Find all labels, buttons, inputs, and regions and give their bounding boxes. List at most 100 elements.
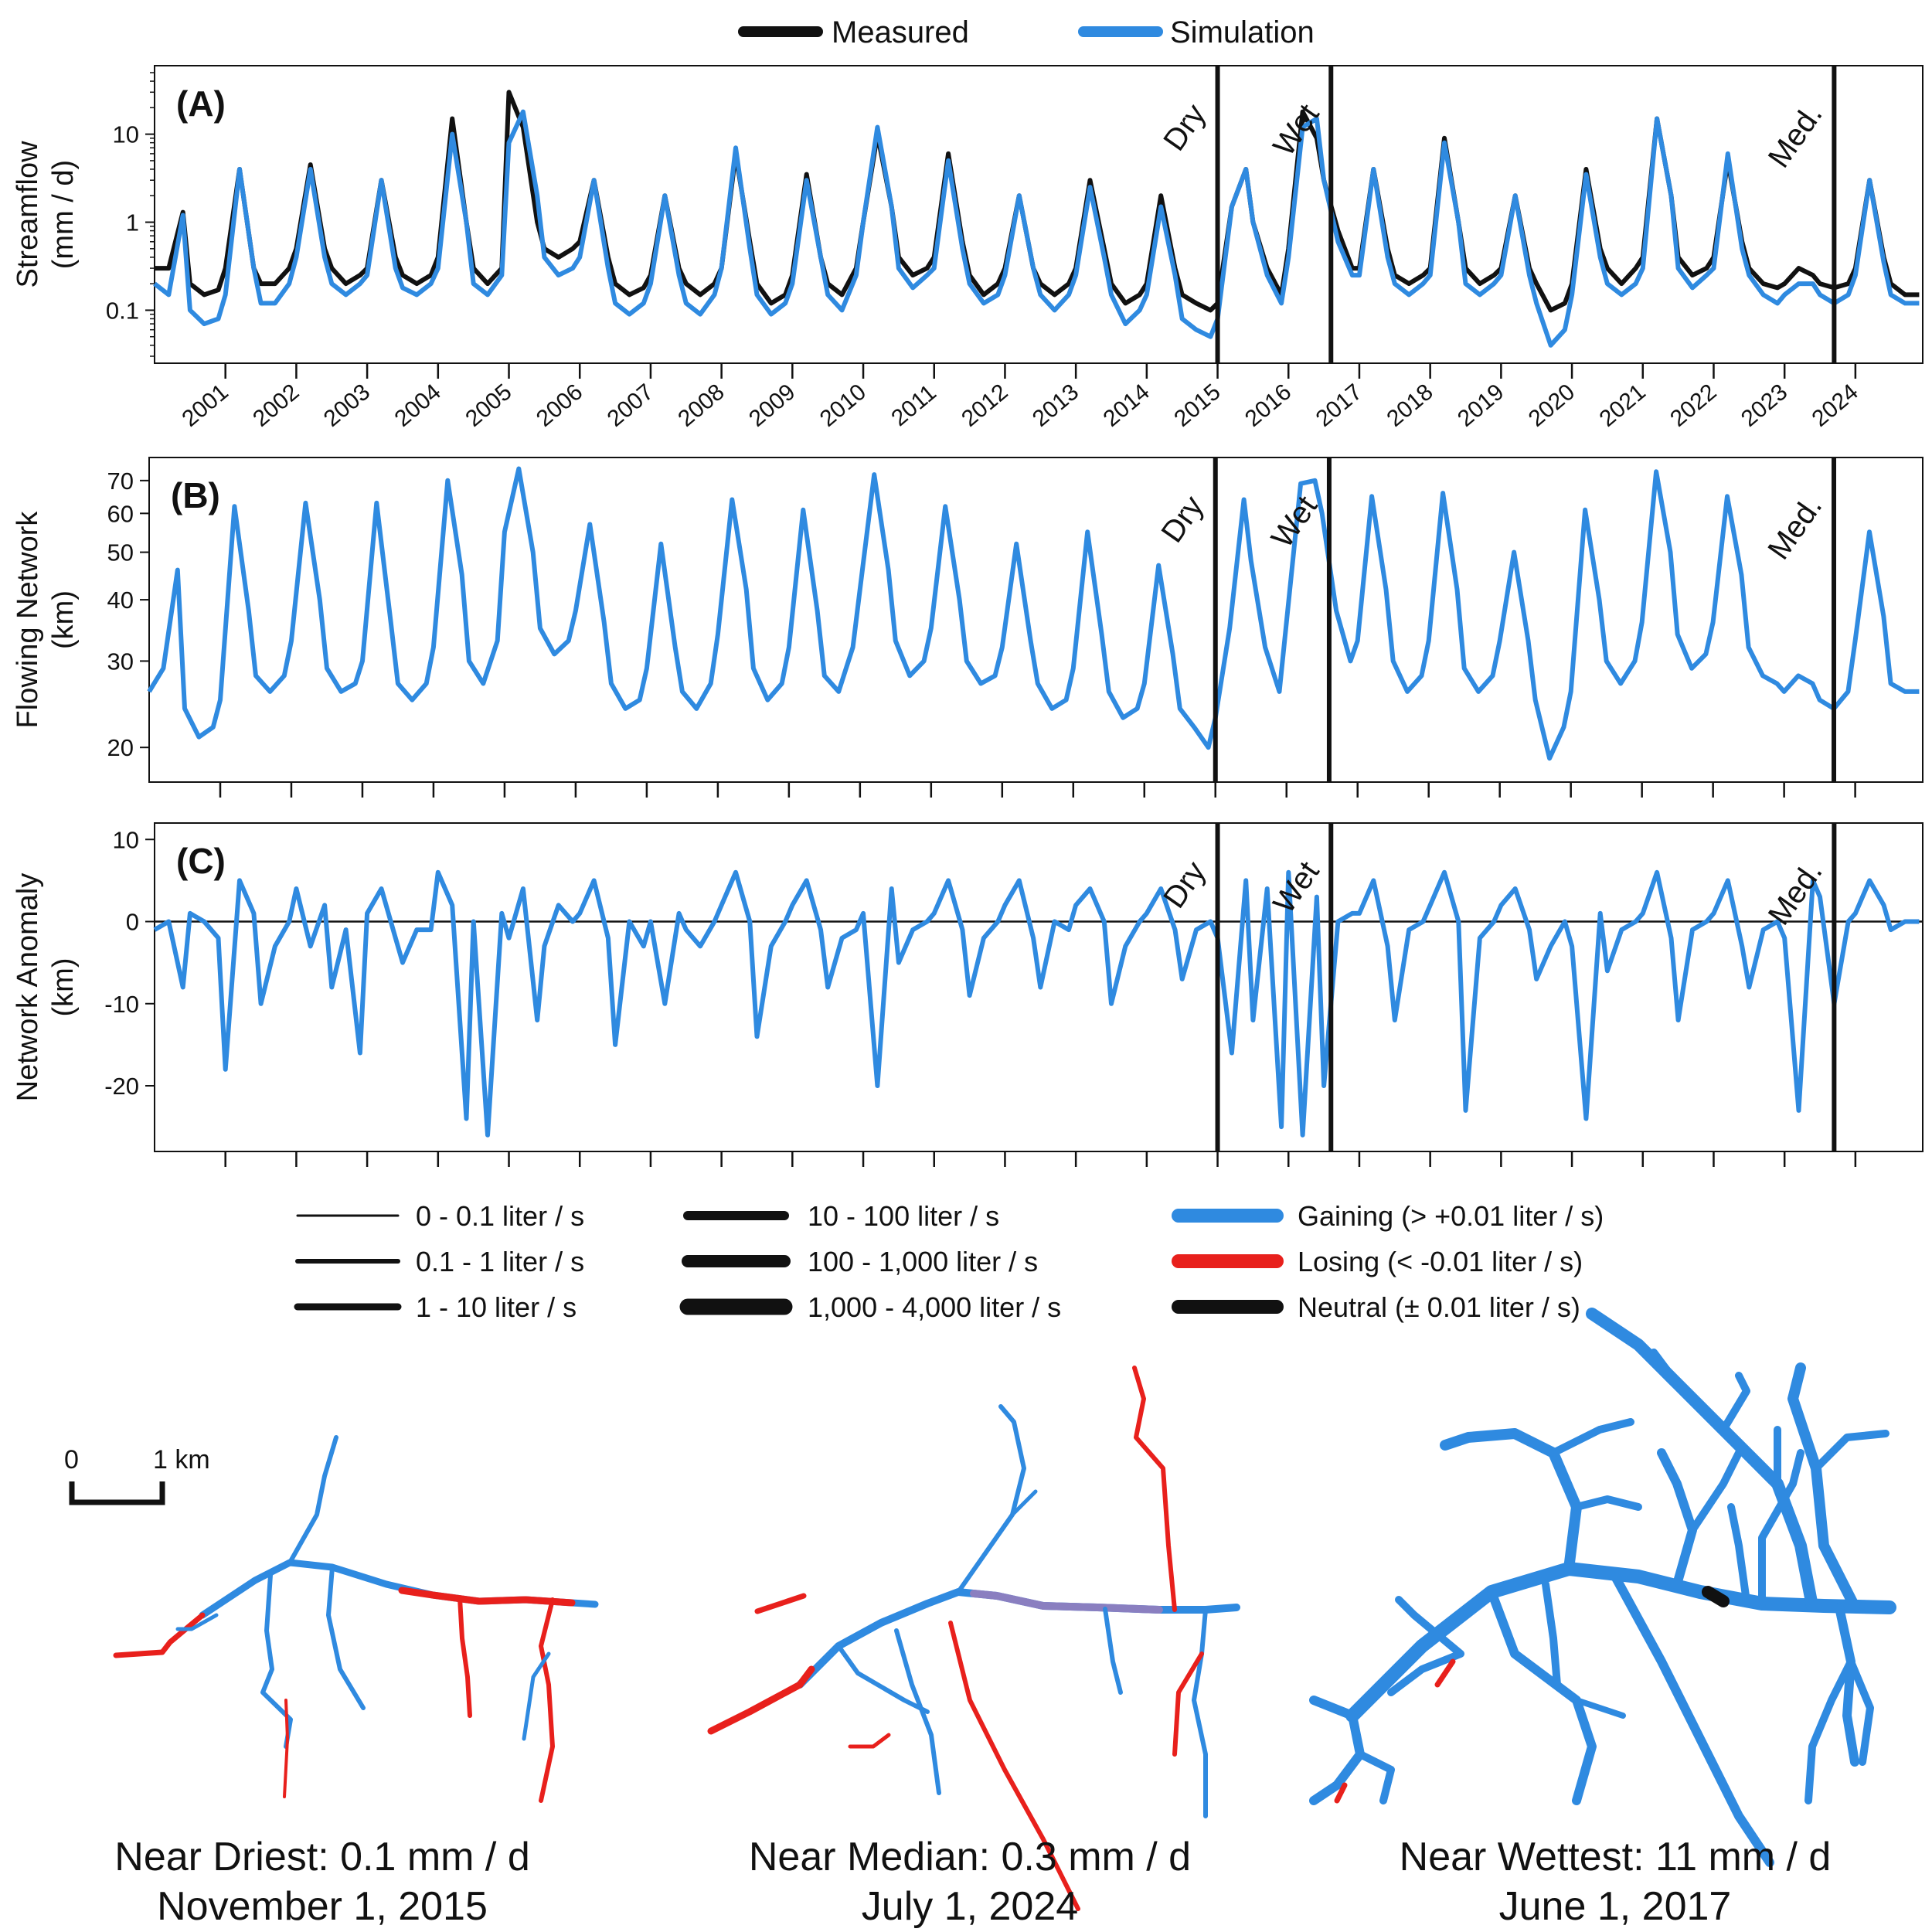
scale-bar-zero: 0 [64,1445,79,1475]
simulation-legend-label: Simulation [1170,15,1315,49]
x-tick-label: 2007 [603,379,658,432]
network-legend: 0 - 0.1 liter / s 0.1 - 1 liter / s 1 - … [294,1200,1604,1323]
x-tick-label: 2019 [1453,379,1509,432]
tributary [1835,1603,1859,1767]
tributary [1549,1418,1634,1457]
y-tick-label: 0.1 [106,297,139,324]
x-tick-label: 2018 [1382,379,1437,432]
panel-label: (A) [176,83,226,124]
map-wettest [1309,1308,1896,1867]
plot-frame [154,822,1923,1152]
panel-label: (C) [176,841,226,881]
magnitude-label-2: 0.1 - 1 liter / s [416,1246,584,1277]
magnitude-label-5: 100 - 1,000 liter / s [808,1246,1038,1277]
x-tick-label: 2005 [461,379,516,432]
series-line-simulation [147,466,1920,761]
tributary [1309,1696,1365,1805]
series-line-simulation [153,869,1920,1138]
tributary [1727,1503,1750,1605]
tributary [1634,1572,1705,1597]
y-axis-title: Streamflow [12,141,44,288]
tributary [836,1644,930,1714]
tributary [1132,1366,1177,1612]
tributary [754,1593,807,1614]
tributary [1103,1607,1123,1695]
map-median-date: July 1, 2024 [862,1884,1078,1929]
tributary [894,1628,941,1795]
x-tick-label: 2006 [532,379,587,432]
tributary [287,1435,338,1565]
map-driest-title: Near Driest: 0.1 mm / d [114,1835,529,1879]
panel-label: (B) [171,475,220,515]
series-line-simulation [153,109,1920,348]
gaining-label: Gaining (> +0.01 liter / s) [1298,1200,1604,1232]
x-tick-label: 2020 [1524,379,1580,432]
top-legend: Measured Simulation [738,15,1315,49]
tributary [457,1596,472,1718]
tributary [948,1621,1080,1911]
x-tick-label: 2013 [1028,379,1083,432]
x-tick-label: 2001 [177,379,233,432]
main-stem-mixed-reach [970,1590,1163,1614]
tributary [1542,1580,1561,1689]
tributary [1356,1750,1395,1804]
x-tick-label: 2021 [1594,379,1650,432]
x-tick-label: 2017 [1311,379,1367,432]
y-axis-unit: (km) [47,590,80,649]
tributary [1192,1607,1208,1818]
panel-a-streamflow: 0.1 1 10 2001 2002 2003 2004 2005 2006 2007 2008 20… [12,65,1923,432]
tributary [1010,1489,1038,1517]
y-tick-label: 40 [107,587,134,614]
x-tick-label: 2015 [1169,379,1225,432]
tributary [1440,1428,1582,1574]
map-median [707,1366,1240,1911]
tributary [1758,1449,1804,1607]
tributary [1334,1782,1348,1804]
y-tick-label: 0 [126,909,139,936]
panel-b-flowing-network: 20 30 40 50 60 70 Dry Wet Med. (B) Flowing Network… [12,457,1923,798]
y-tick-label: 70 [107,468,134,495]
tributary [1387,1596,1464,1696]
x-tick-label: 2011 [886,379,941,431]
y-axis-unit: (mm / d) [47,160,80,269]
y-axis-title: Flowing Network [12,511,44,729]
tributary [1689,1449,1743,1534]
event-marker-label: Dry [1155,490,1210,549]
tributary [1172,1651,1204,1757]
tributary [326,1565,366,1710]
tributary [260,1573,293,1749]
x-tick-label: 2003 [319,379,375,432]
event-marker-label: Med. [1761,490,1828,566]
plot-frame [148,457,1923,783]
x-tick-label: 2002 [248,379,304,432]
tributary [1650,1349,1681,1387]
tributary [1719,1372,1750,1434]
y-tick-label: 30 [107,648,134,675]
map-median-title: Near Median: 0.3 mm / d [749,1835,1191,1879]
tributary [1847,1658,1874,1766]
map-wettest-title: Near Wettest: 11 mm / d [1400,1835,1832,1879]
x-tick-label: 2022 [1665,379,1721,432]
event-marker-label: Med. [1762,98,1829,174]
losing-label: Losing (< -0.01 liter / s) [1298,1246,1583,1277]
magnitude-label-1: 0 - 0.1 liter / s [416,1200,584,1232]
tributary [1611,1572,1774,1867]
event-marker-label: Dry [1157,98,1213,157]
x-tick-label: 2004 [390,379,446,432]
x-tick-label: 2008 [673,379,729,432]
map-driest [113,1435,599,1803]
scale-bar-line [69,1481,165,1505]
neutral-label: Neutral (± 0.01 liter / s) [1298,1291,1580,1323]
measured-legend-label: Measured [832,15,969,49]
y-axis-title: Network Anomaly [12,873,44,1102]
tributary [848,1733,891,1749]
y-tick-label: 60 [107,500,134,527]
tributary [113,1612,206,1658]
y-tick-label: 10 [113,826,139,853]
x-tick-label: 2016 [1240,379,1296,432]
magnitude-label-3: 1 - 10 liter / s [416,1291,577,1323]
tributary [539,1597,555,1803]
y-axis-unit: (km) [47,958,80,1017]
